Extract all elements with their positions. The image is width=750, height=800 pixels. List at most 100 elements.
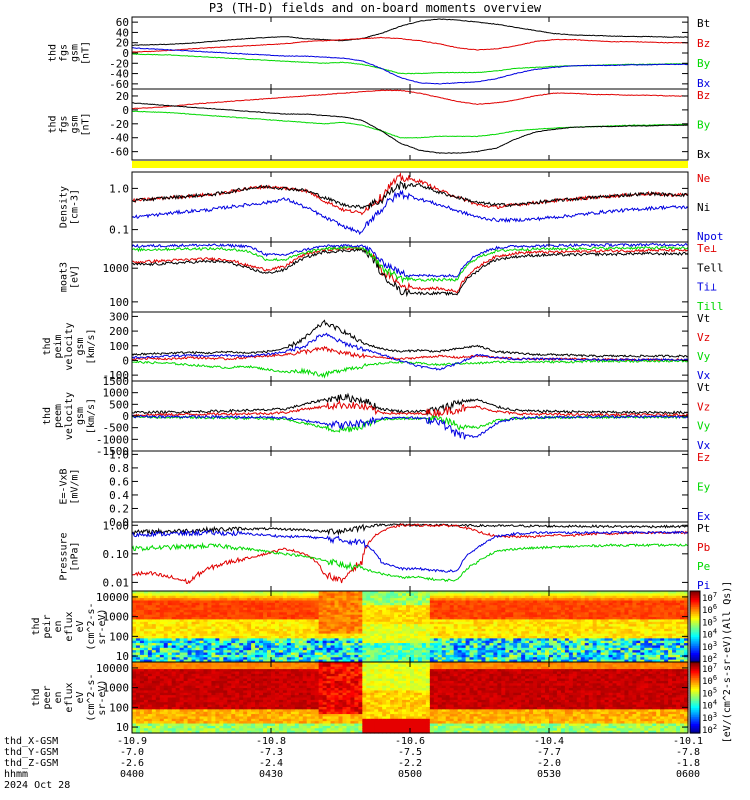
heatmap-cell — [354, 633, 359, 637]
heatmap-cell — [175, 612, 181, 616]
heatmap-cell — [457, 628, 463, 632]
heatmap-cell — [449, 593, 455, 597]
heatmap-cell — [286, 638, 292, 642]
heatmap-cell — [132, 664, 137, 668]
heatmap-cell — [640, 645, 645, 649]
heatmap-cell — [521, 621, 526, 625]
heatmap-cell — [413, 652, 419, 656]
heatmap-cell — [596, 591, 602, 594]
heatmap-cell — [469, 635, 475, 639]
heatmap-cell — [493, 593, 498, 597]
heatmap-cell — [576, 624, 582, 628]
heatmap-cell — [632, 631, 637, 635]
heatmap-cell — [465, 591, 471, 594]
heatmap-cell — [612, 647, 618, 651]
heatmap-cell — [286, 617, 292, 620]
heatmap-cell — [469, 633, 475, 637]
heatmap-cell — [159, 704, 165, 708]
heatmap-cell — [684, 612, 689, 616]
heatmap-cell — [481, 626, 487, 630]
heatmap-cell — [616, 645, 622, 649]
heatmap-cell — [155, 657, 161, 661]
heatmap-cell — [378, 635, 383, 639]
heatmap-cell — [608, 640, 614, 644]
heatmap-cell — [402, 654, 407, 658]
heatmap-cell — [560, 633, 566, 637]
heatmap-cell — [477, 612, 483, 616]
heatmap-cell — [282, 631, 288, 635]
heatmap-cell — [576, 647, 582, 651]
heatmap-cell — [135, 591, 141, 594]
heatmap-cell — [155, 609, 161, 613]
heatmap-cell — [421, 612, 427, 616]
heatmap-cell — [155, 709, 161, 713]
heatmap-cell — [322, 652, 328, 656]
heatmap-cell — [501, 624, 506, 628]
heatmap-cell — [664, 609, 669, 613]
heatmap-cell — [453, 640, 459, 644]
heatmap-cell — [505, 591, 510, 594]
heatmap-cell — [366, 657, 371, 661]
heatmap-cell — [684, 600, 689, 604]
heatmap-cell — [374, 617, 379, 620]
heatmap-cell — [545, 640, 550, 644]
ytick-label: -40 — [109, 68, 129, 81]
heatmap-cell — [437, 595, 443, 599]
heatmap-cell — [568, 652, 574, 656]
heatmap-cell — [338, 621, 344, 625]
heatmap-cell — [382, 638, 387, 642]
heatmap-cell — [517, 628, 522, 632]
colorbar-cell — [690, 635, 700, 638]
heatmap-cell — [437, 621, 443, 625]
heatmap-cell — [402, 600, 407, 604]
heatmap-cell — [211, 624, 216, 628]
heatmap-cell — [171, 654, 177, 658]
heatmap-cell — [239, 607, 244, 611]
heatmap-cell — [175, 595, 181, 599]
heatmap-cell — [227, 612, 232, 616]
heatmap-cell — [684, 633, 689, 637]
heatmap-cell — [342, 659, 348, 663]
heatmap-cell — [334, 609, 340, 613]
heatmap-cell — [529, 624, 534, 628]
heatmap-cell — [445, 645, 451, 649]
heatmap-cell — [505, 605, 510, 609]
heatmap-cell — [576, 659, 582, 663]
heatmap-cell — [302, 659, 308, 663]
heatmap-cell — [461, 650, 467, 654]
heatmap-cell — [267, 605, 272, 609]
heatmap-cell — [668, 614, 673, 618]
heatmap-cell — [147, 657, 153, 661]
heatmap-cell — [183, 607, 189, 611]
heatmap-cell — [139, 702, 145, 706]
heatmap-cell — [437, 657, 443, 661]
heatmap-cell — [552, 633, 558, 637]
heatmap-cell — [382, 631, 387, 635]
heatmap-cell — [171, 638, 177, 642]
heatmap-cell — [441, 602, 447, 606]
heatmap-cell — [267, 650, 272, 654]
heatmap-cell — [219, 600, 224, 604]
heatmap-cell — [469, 647, 475, 651]
frame-density — [131, 171, 689, 243]
heatmap-cell — [509, 607, 514, 611]
heatmap-cell — [155, 673, 161, 677]
heatmap-cell — [406, 612, 411, 616]
heatmap-cell — [135, 723, 141, 727]
heatmap-cell — [533, 593, 538, 597]
heatmap-cell — [668, 633, 673, 637]
colorbar-cell — [690, 603, 700, 606]
heatmap-cell — [449, 612, 455, 616]
heatmap-cell — [461, 598, 467, 602]
heatmap-cell — [143, 721, 149, 725]
heatmap-cell — [505, 609, 510, 613]
heatmap-cell — [445, 659, 451, 663]
heatmap-cell — [294, 593, 300, 597]
heatmap-cell — [489, 659, 494, 663]
heatmap-cell — [139, 685, 145, 689]
heatmap-cell — [457, 614, 463, 618]
heatmap-cell — [628, 602, 633, 606]
heatmap-cell — [620, 640, 626, 644]
heatmap-cell — [231, 633, 236, 637]
